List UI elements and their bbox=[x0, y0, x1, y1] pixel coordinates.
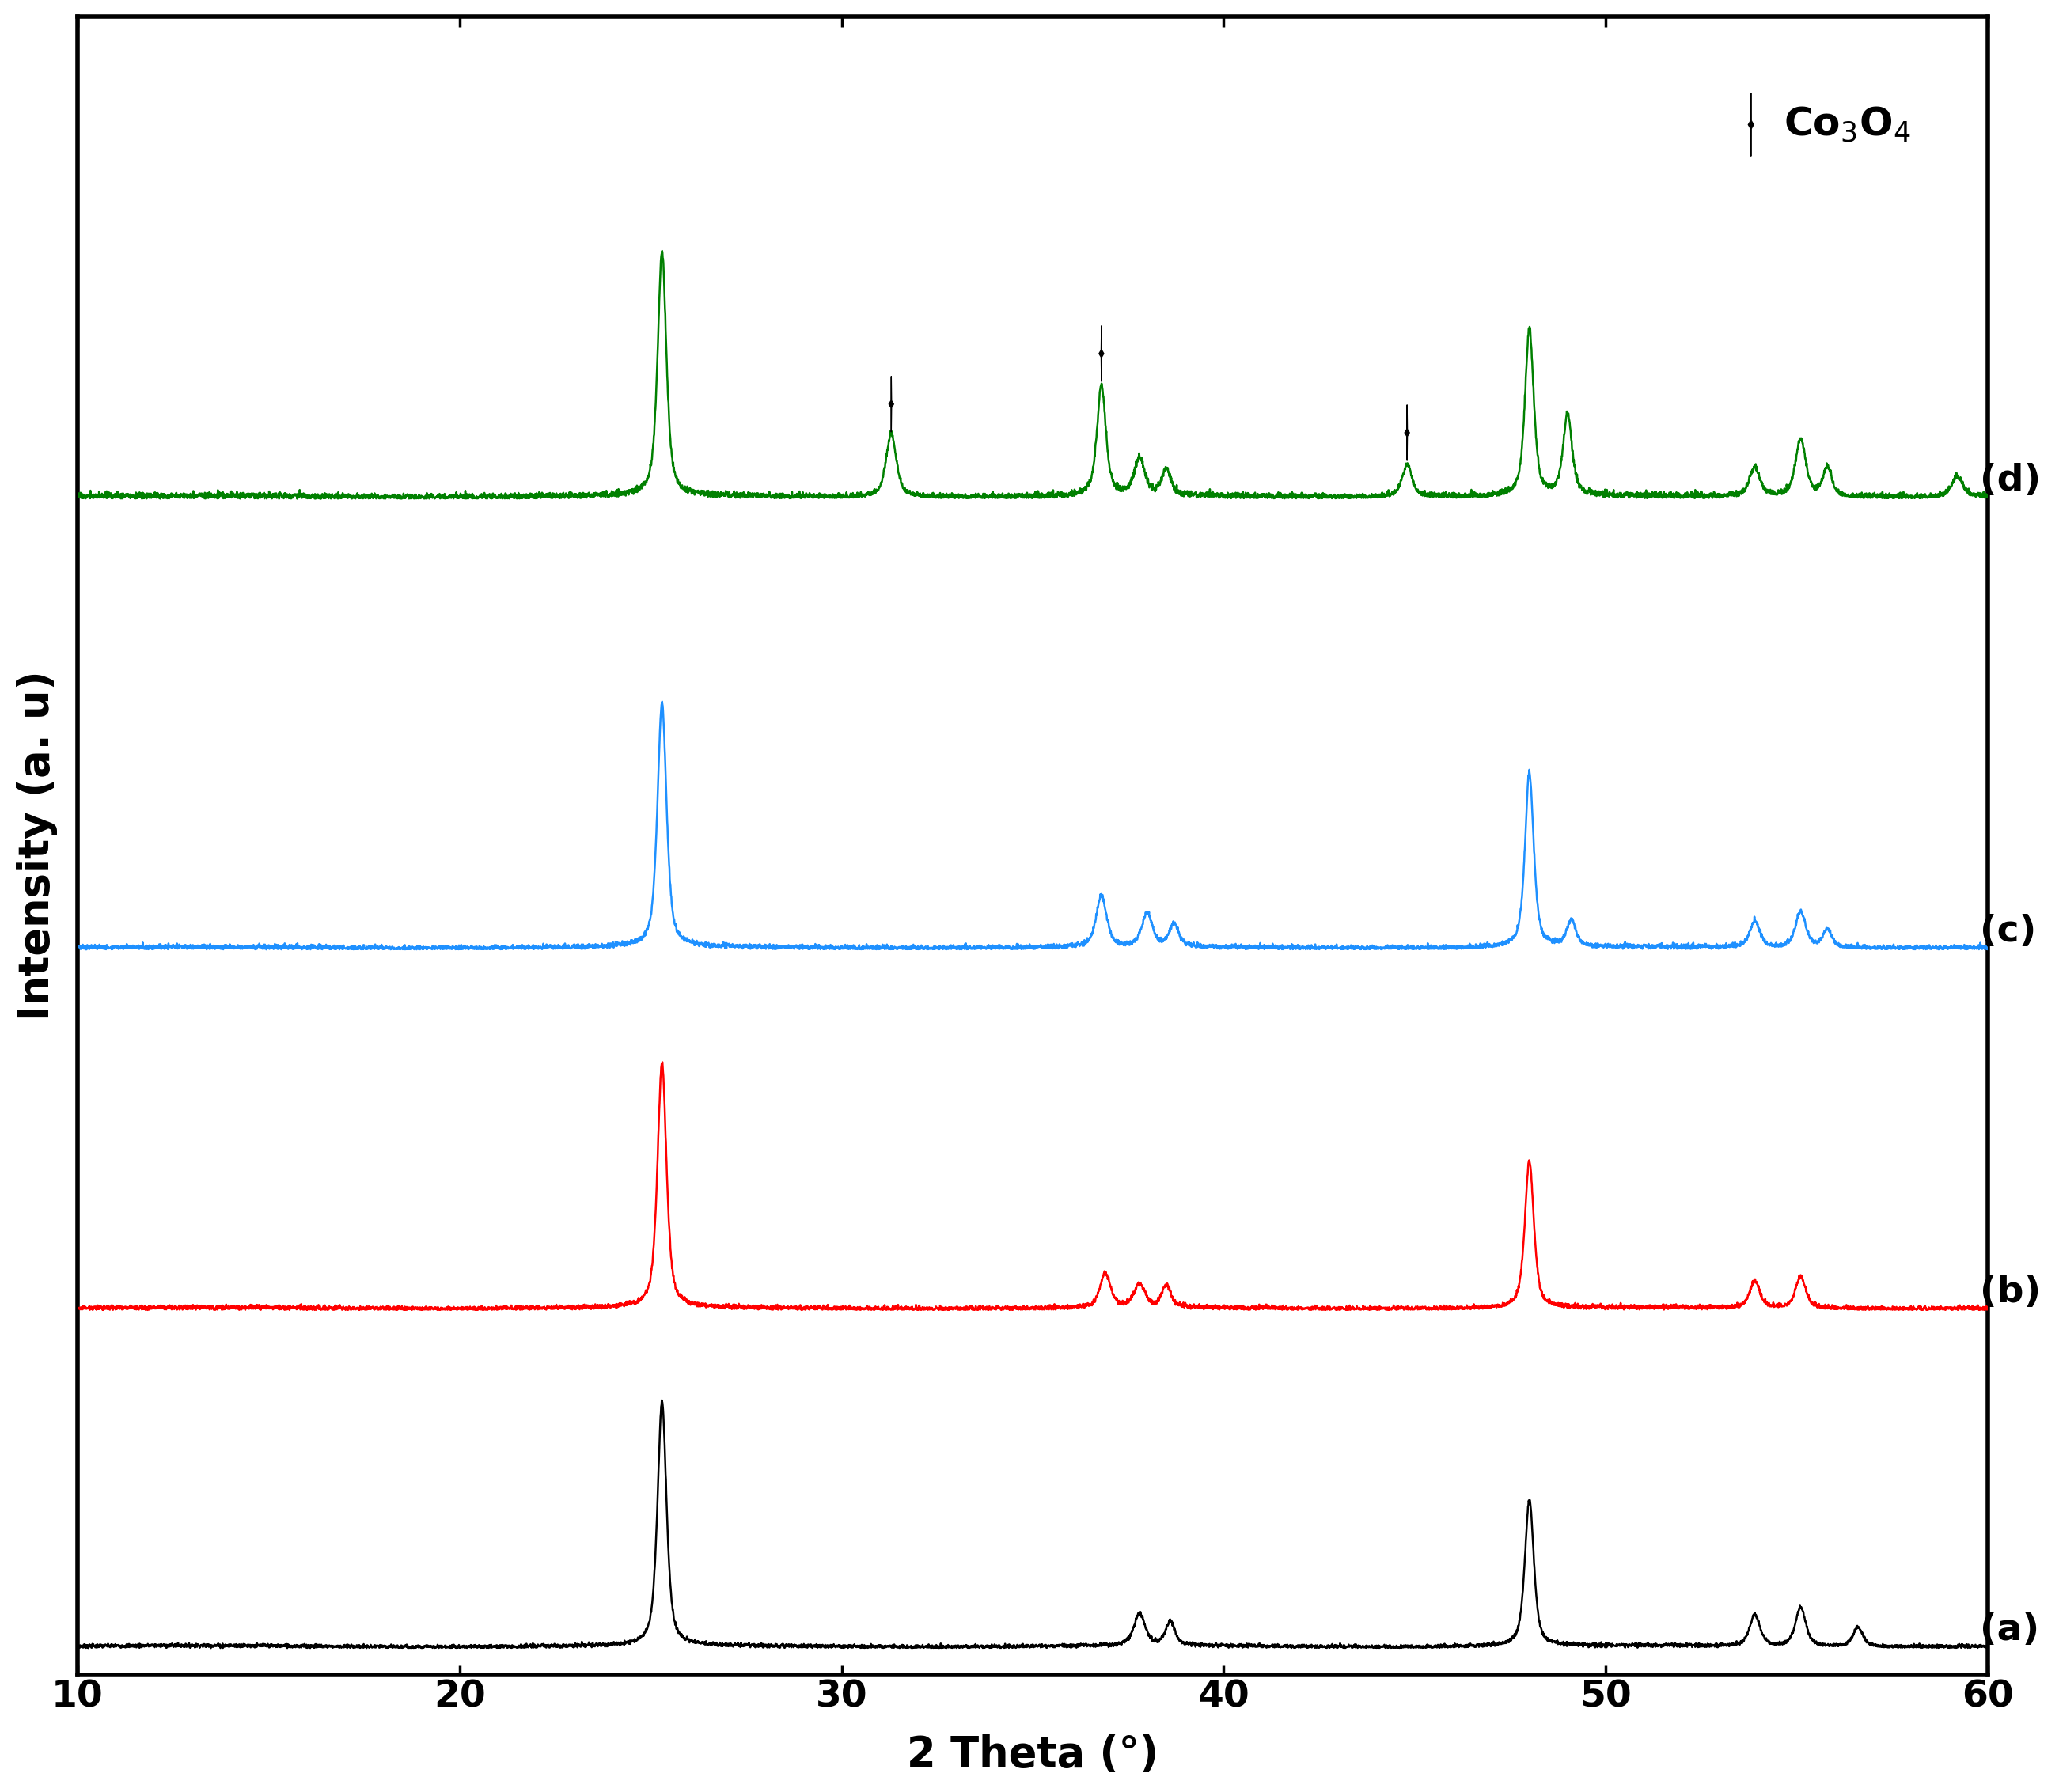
Polygon shape bbox=[889, 376, 894, 432]
Text: (b): (b) bbox=[1981, 1274, 2040, 1310]
X-axis label: 2 Theta (°): 2 Theta (°) bbox=[906, 1735, 1159, 1776]
Y-axis label: Intensity (a. u): Intensity (a. u) bbox=[16, 670, 58, 1021]
Text: (a): (a) bbox=[1981, 1613, 2040, 1649]
Text: Co$_3$O$_4$: Co$_3$O$_4$ bbox=[1783, 106, 1911, 143]
Polygon shape bbox=[1404, 405, 1410, 461]
Text: (d): (d) bbox=[1981, 462, 2040, 498]
Polygon shape bbox=[1100, 326, 1104, 382]
Polygon shape bbox=[1748, 93, 1754, 156]
Text: (c): (c) bbox=[1981, 914, 2036, 950]
